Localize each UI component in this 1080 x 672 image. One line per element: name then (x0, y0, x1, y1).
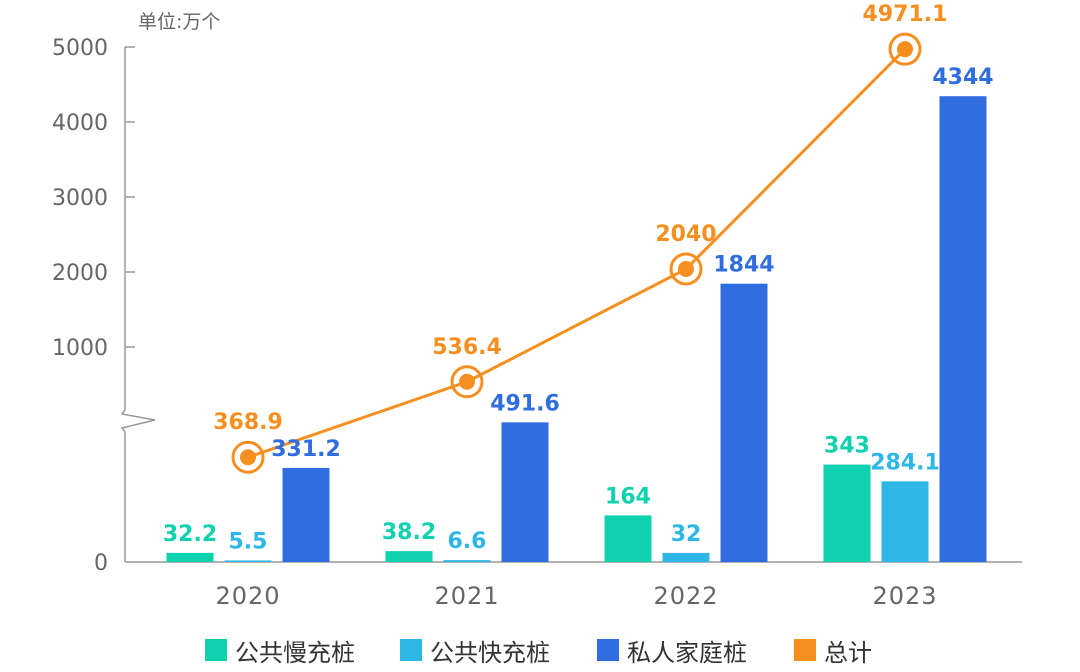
bar (282, 467, 330, 562)
total-point-ring (669, 252, 703, 286)
y-tick-label: 2000 (52, 261, 108, 286)
total-value-label: 536.4 (432, 335, 502, 360)
unit-label: 单位:万个 (138, 11, 220, 33)
bar (823, 464, 871, 562)
total-value-label: 2040 (655, 222, 716, 247)
bar-value-label: 5.5 (229, 529, 268, 554)
legend-item-fast: 公共快充桩 (400, 632, 550, 668)
x-tick-label: 2023 (872, 582, 937, 610)
bar (604, 515, 652, 562)
legend-swatch-slow (205, 639, 227, 661)
legend-label-total: 总计 (824, 638, 872, 667)
axes: 0 1000 2000 3000 4000 5000 2020 2021 2022 2023 (52, 36, 1022, 610)
legend-swatch-total (794, 639, 816, 661)
total-point-ring (888, 32, 922, 66)
y-tick-label: 3000 (52, 186, 108, 211)
bar (224, 560, 272, 562)
x-tick-label: 2021 (434, 582, 499, 610)
bar (939, 96, 987, 562)
total-point (678, 261, 694, 277)
legend-item-private: 私人家庭桩 (597, 632, 747, 668)
bar-value-label: 6.6 (448, 529, 487, 554)
total-point (897, 41, 913, 58)
total-point-ring (231, 440, 265, 474)
legend-label-private: 私人家庭桩 (627, 638, 747, 667)
bar-value-label: 4344 (932, 65, 993, 90)
total-line (231, 32, 922, 474)
bar (385, 551, 433, 562)
total-value-label: 368.9 (213, 410, 283, 435)
legend-swatch-private (597, 639, 619, 661)
bars (166, 96, 987, 562)
bar-value-label: 491.6 (490, 391, 560, 416)
bar (720, 283, 768, 562)
legend-label-fast: 公共快充桩 (430, 638, 550, 667)
y-tick-label: 0 (94, 551, 108, 576)
bar (501, 422, 549, 562)
legend: 公共慢充桩 公共快充桩 私人家庭桩 总计 (0, 632, 1080, 672)
bar-value-label: 1844 (713, 253, 774, 278)
y-axis-break (120, 409, 156, 433)
total-point (459, 373, 475, 390)
bar (662, 552, 710, 562)
legend-item-total: 总计 (794, 632, 872, 668)
x-tick-label: 2020 (215, 582, 280, 610)
y-tick-label: 5000 (52, 36, 108, 61)
total-point (240, 449, 256, 466)
total-value-label: 4971.1 (863, 2, 948, 27)
total-point-ring (450, 365, 484, 399)
bar-value-label: 284.1 (870, 450, 940, 475)
bar (881, 481, 929, 562)
bar-value-label: 32.2 (163, 522, 217, 547)
bar-value-label: 32 (671, 522, 702, 547)
bar-value-label: 343 (824, 434, 870, 459)
legend-swatch-fast (400, 639, 422, 661)
y-tick-label: 4000 (52, 111, 108, 136)
bar (443, 560, 491, 562)
y-tick-label: 1000 (52, 336, 108, 361)
total-line-path (247, 48, 907, 459)
bar-value-label: 38.2 (382, 520, 436, 545)
legend-label-slow: 公共慢充桩 (235, 638, 355, 667)
bar-value-label: 331.2 (271, 437, 341, 462)
value-labels: 32.2 38.2 164 343 5.5 6.6 32 284.1 331.2 491.6 184… (163, 2, 994, 554)
bar-value-label: 164 (605, 484, 651, 509)
legend-item-slow: 公共慢充桩 (205, 632, 355, 668)
x-tick-label: 2022 (653, 582, 718, 610)
bar (166, 552, 214, 562)
